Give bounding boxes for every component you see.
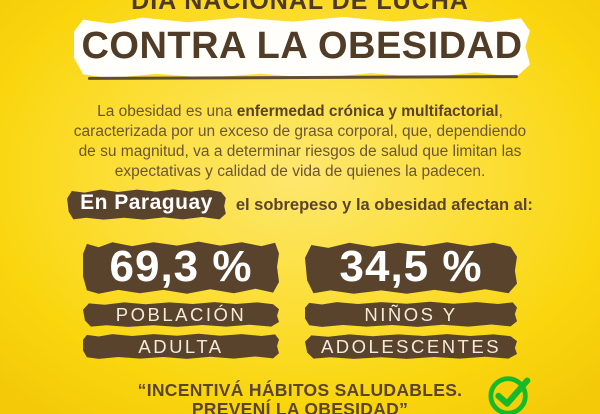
stat-label-line2: ADULTA xyxy=(138,335,224,357)
intro-paragraph: La obesidad es una enfermedad crónica y … xyxy=(30,102,570,182)
main-title-banner: CONTRA LA OBESIDAD xyxy=(74,15,530,81)
quote: “INCENTIVÁ HÁBITOS SALUDABLES. PREVENÍ L… xyxy=(0,381,600,414)
stat-value-banner: 69,3 % xyxy=(83,240,279,296)
stats-row: 69,3 % POBLACIÓN ADULTA 34,5 % NIÑOS Y xyxy=(0,240,600,360)
intro-line2: caracterizada por un exceso de grasa cor… xyxy=(73,123,527,140)
main-title: CONTRA LA OBESIDAD xyxy=(81,24,523,67)
stat-label-banner: ADOLESCENTES xyxy=(305,333,517,360)
torn-banner-background xyxy=(305,334,517,359)
quote-line2: PREVENÍ LA OBESIDAD” xyxy=(191,399,409,414)
intro-text-bold: enfermedad crónica y multifactorial xyxy=(236,103,499,120)
stat-label-banner: POBLACIÓN xyxy=(83,301,279,328)
quote-line1: “INCENTIVÁ HÁBITOS SALUDABLES. xyxy=(137,380,463,400)
torn-banner-background xyxy=(83,302,279,327)
stat-value: 34,5 % xyxy=(339,242,483,291)
intro-text-pre: La obesidad es una xyxy=(97,103,237,120)
torn-paper-background xyxy=(74,16,530,79)
torn-banner-background xyxy=(305,242,517,294)
torn-banner-background xyxy=(305,301,517,327)
intro-line4: expectativas y calidad de vida de quiene… xyxy=(114,163,486,180)
paraguay-label: En Paraguay xyxy=(80,191,213,214)
torn-banner-background xyxy=(83,241,279,294)
paraguay-statement: el sobrepeso y la obesidad afectan al: xyxy=(235,195,533,214)
stat-label-line1: NIÑOS Y xyxy=(364,303,458,325)
stat-children-adolescents: 34,5 % NIÑOS Y ADOLESCENTES xyxy=(305,240,517,360)
stat-label-banner: NIÑOS Y xyxy=(305,301,517,328)
intro-line1: La obesidad es una enfermedad crónica y … xyxy=(97,103,503,120)
stat-label-line2: ADOLESCENTES xyxy=(320,335,502,357)
stat-adult-population: 69,3 % POBLACIÓN ADULTA xyxy=(83,240,279,360)
stat-value-banner: 34,5 % xyxy=(305,240,517,296)
check-circle-icon xyxy=(488,376,531,414)
intro-text-post: , xyxy=(498,103,503,120)
stat-label-banner: ADULTA xyxy=(83,333,279,360)
stat-value: 69,3 % xyxy=(109,242,253,291)
intro-line3: de su magnitud, va a determinar riesgos … xyxy=(78,143,522,160)
paraguay-highlight-banner: En Paraguay xyxy=(67,188,226,221)
stat-label-line1: POBLACIÓN xyxy=(115,303,247,325)
poster-kicker: DÍA NACIONAL DE LUCHA xyxy=(131,0,469,15)
torn-banner-background xyxy=(83,333,279,359)
paraguay-statement-row: En Paraguay el sobrepeso y la obesidad a… xyxy=(0,188,600,221)
highlight-background xyxy=(67,189,226,220)
